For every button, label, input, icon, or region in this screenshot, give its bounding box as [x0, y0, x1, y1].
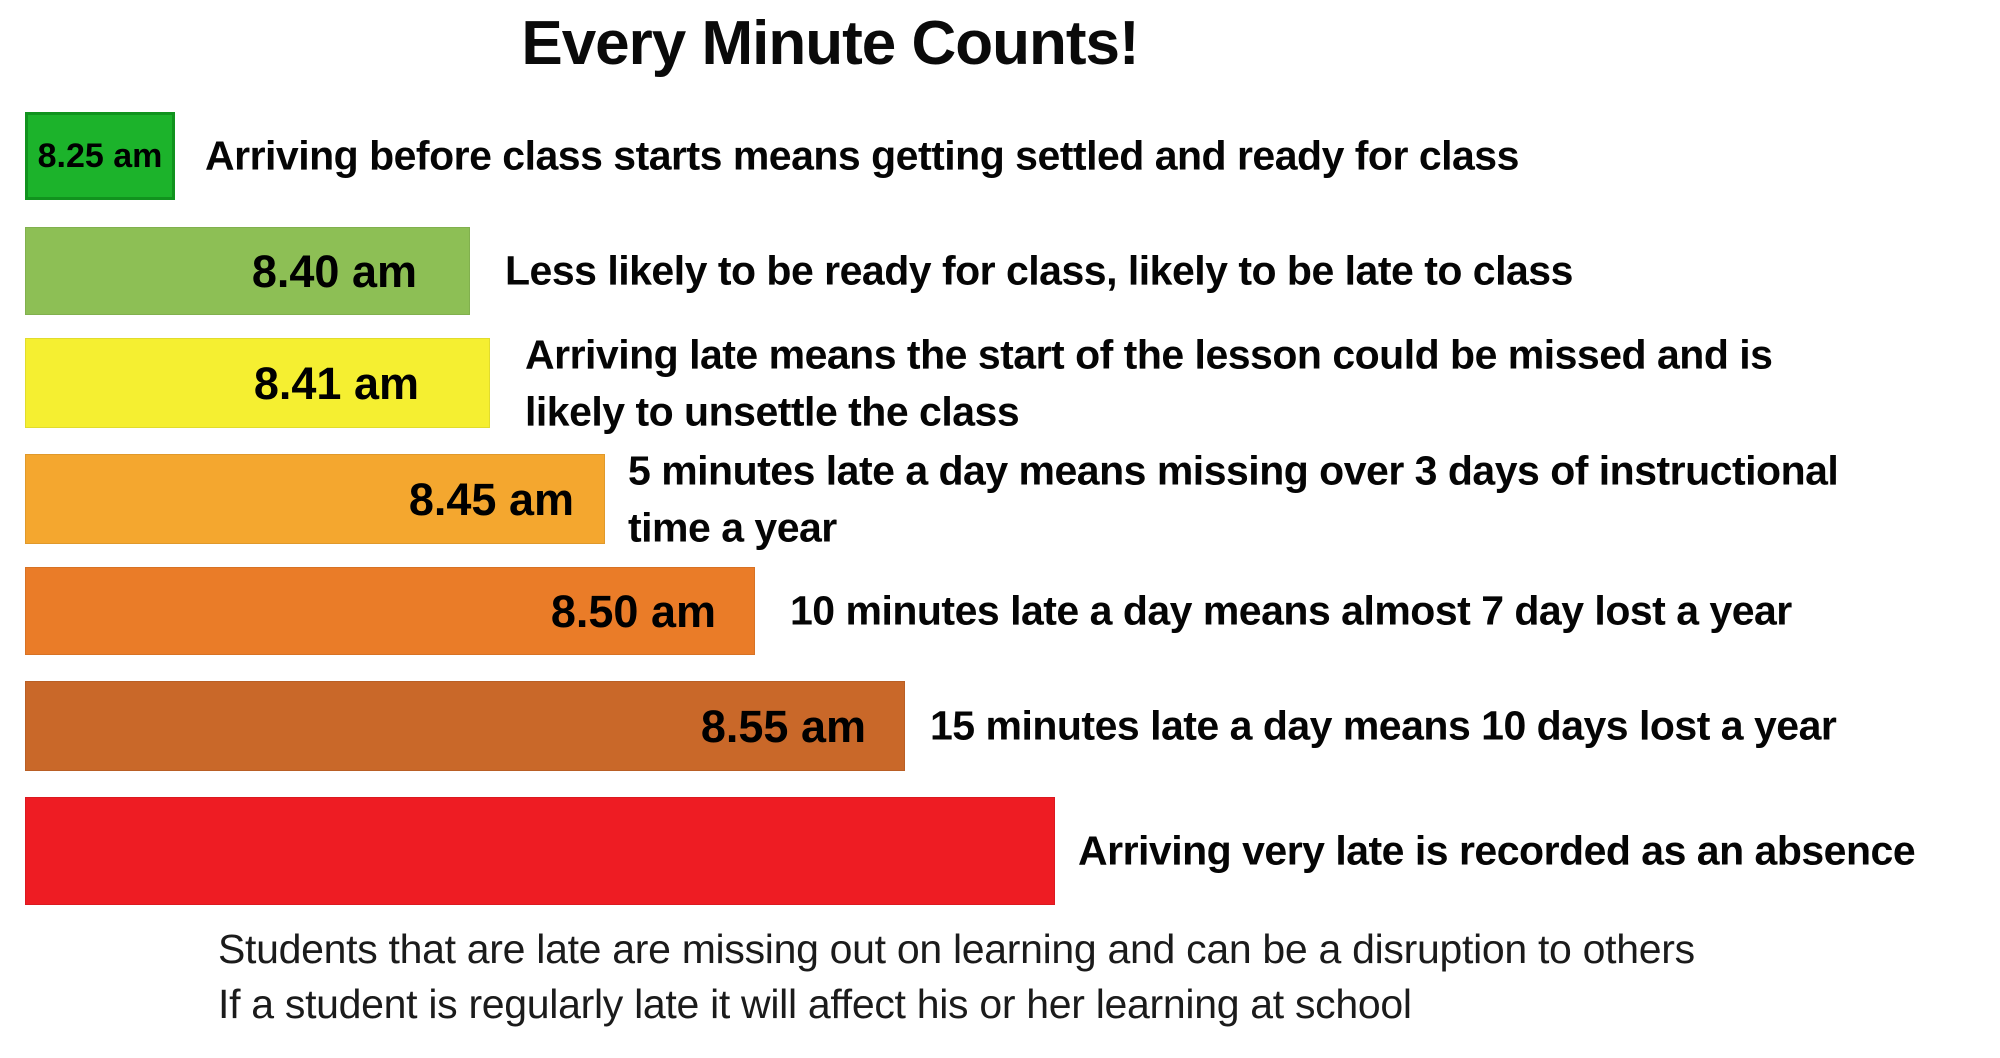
time-bar: 8.40 am — [25, 227, 470, 315]
time-label: 8.45 am — [408, 473, 574, 525]
time-label: 8.41 am — [253, 357, 419, 409]
footer-note: Students that are late are missing out o… — [218, 922, 1695, 1031]
chart-row-840: 8.40 am Less likely to be ready for clas… — [0, 227, 2000, 315]
time-bar — [25, 797, 1055, 905]
chart-row-855: 8.55 am 15 minutes late a day means 10 d… — [0, 681, 2000, 771]
time-bar: 8.55 am — [25, 681, 905, 771]
chart-row-841: 8.41 am Arriving late means the start of… — [0, 331, 2000, 434]
chart-row-845: 8.45 am 5 minutes late a day means missi… — [0, 447, 2000, 550]
chart-title: Every Minute Counts! — [521, 9, 1139, 78]
row-description: Arriving before class starts means getti… — [205, 132, 1519, 179]
row-description: 10 minutes late a day means almost 7 day… — [790, 587, 1792, 634]
time-label: 8.25 am — [37, 137, 163, 175]
time-label: 8.50 am — [550, 585, 716, 637]
chart-row-825: 8.25 am Arriving before class starts mea… — [0, 112, 2000, 200]
chart-row-very-late: Arriving very late is recorded as an abs… — [0, 797, 2000, 905]
time-bar: 8.25 am — [25, 112, 175, 200]
row-description: 15 minutes late a day means 10 days lost… — [930, 702, 1837, 749]
chart-row-850: 8.50 am 10 minutes late a day means almo… — [0, 567, 2000, 655]
row-description: 5 minutes late a day means missing over … — [628, 447, 1839, 550]
footer-line: If a student is regularly late it will a… — [218, 980, 1412, 1027]
footer-line: Students that are late are missing out o… — [218, 926, 1695, 972]
time-bar: 8.45 am — [25, 454, 605, 544]
time-bar: 8.41 am — [25, 338, 490, 428]
row-description: Arriving late means the start of the les… — [525, 331, 1773, 434]
time-label: 8.40 am — [251, 245, 417, 297]
row-description: Arriving very late is recorded as an abs… — [1078, 827, 1916, 874]
time-bar: 8.50 am — [25, 567, 755, 655]
time-label: 8.55 am — [700, 700, 866, 752]
row-description: Less likely to be ready for class, likel… — [505, 247, 1573, 294]
